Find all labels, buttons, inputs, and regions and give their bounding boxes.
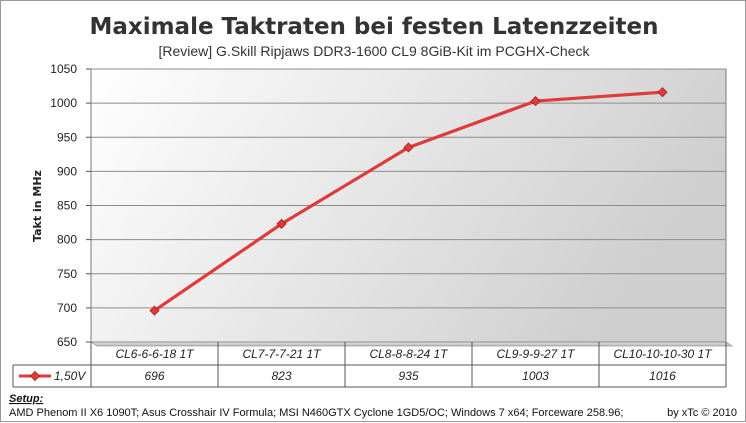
y-axis-label: Takt in MHz xyxy=(31,170,44,242)
category-label: CL9-9-9-27 1T xyxy=(496,347,576,361)
y-tick-label: 700 xyxy=(57,301,77,315)
y-tick-label: 900 xyxy=(57,164,77,178)
y-axis-ticks: 650 700 750 800 850 900 950 1000 1050 xyxy=(50,62,91,349)
data-value-label: 696 xyxy=(144,369,164,383)
data-point xyxy=(149,305,160,316)
setup-text: AMD Phenom II X6 1090T; Asus Crosshair I… xyxy=(9,407,623,419)
plot-area xyxy=(89,68,734,347)
y-tick-label: 800 xyxy=(57,233,77,247)
category-label: CL8-8-8-24 1T xyxy=(369,347,449,361)
chart-subtitle: [Review] G.Skill Ripjaws DDR3-1600 CL9 8… xyxy=(158,43,590,59)
credit: by xTc © 2010 xyxy=(667,407,737,419)
y-tick-label: 1050 xyxy=(50,62,77,76)
data-value-label: 1016 xyxy=(649,369,676,383)
data-point xyxy=(276,218,287,229)
y-tick-label: 650 xyxy=(57,335,77,349)
setup-heading: Setup: xyxy=(9,393,44,405)
category-label: CL7-7-7-21 1T xyxy=(242,347,322,361)
legend-marker xyxy=(29,370,41,382)
y-tick-label: 850 xyxy=(57,199,77,213)
data-value-label: 935 xyxy=(398,369,418,383)
y-tick-label: 950 xyxy=(57,130,77,144)
y-tick-label: 750 xyxy=(57,267,77,281)
data-point xyxy=(403,142,414,153)
legend-label: 1,50V xyxy=(54,369,86,383)
data-point xyxy=(530,96,541,107)
gridlines xyxy=(91,68,726,343)
category-label: CL6-6-6-18 1T xyxy=(115,347,195,361)
data-value-label: 823 xyxy=(271,369,291,383)
data-value-label: 1003 xyxy=(522,369,549,383)
data-table: CL6-6-6-18 1T CL7-7-7-21 1T CL8-8-8-24 1T C… xyxy=(12,342,727,388)
chart-title: Maximale Taktraten bei festen Latenzzeit… xyxy=(89,14,658,40)
series-layer xyxy=(149,87,668,316)
category-label: CL10-10-10-30 1T xyxy=(613,347,713,361)
plot-floor xyxy=(89,341,734,347)
data-point xyxy=(657,87,668,98)
y-tick-label: 1000 xyxy=(50,96,77,110)
